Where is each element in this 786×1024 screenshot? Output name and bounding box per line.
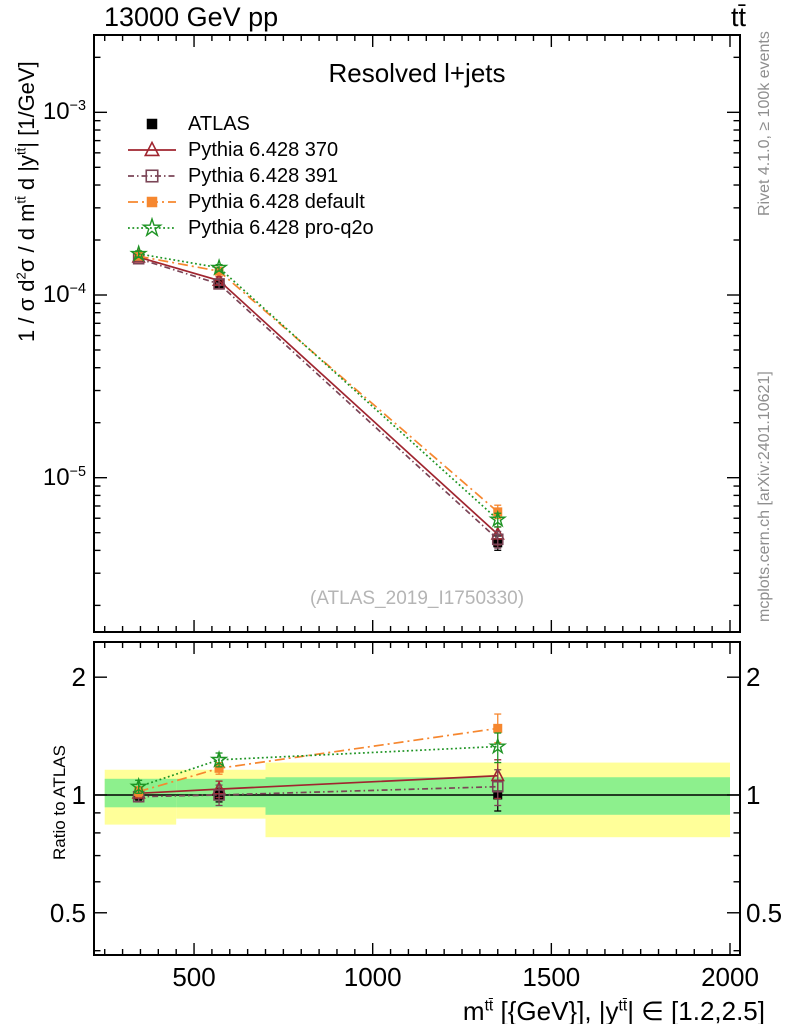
legend-marker-atlas	[146, 118, 158, 130]
legend-label: Pythia 6.428 370	[188, 138, 339, 161]
plot-inner-title: Resolved l+jets	[328, 58, 506, 88]
legend-item-pythia-391: Pythia 6.428 391	[126, 163, 374, 189]
legend-marker-pythia-default	[128, 196, 176, 208]
analysis-id-watermark: (ATLAS_2019_I1750330)	[309, 588, 525, 609]
x-axis-label: mtt̄ [{GeV}], |ytt̄| ∈ [1.2,2.5]	[462, 996, 765, 1024]
legend-label: Pythia 6.428 pro-q2o	[188, 216, 374, 239]
ratio-y-axis-tick-label-right: 0.5	[746, 897, 783, 928]
series-2	[132, 252, 504, 807]
legend-label: Pythia 6.428 391	[188, 164, 339, 187]
mcplots-arxiv-note: mcplots.cern.ch [arXiv:2401.10621]	[756, 371, 773, 622]
main-y-axis-tick-label: 10−5	[42, 463, 86, 491]
series-1	[131, 248, 505, 800]
legend: ATLAS Pythia 6.428 370 Pythia 6.428 391 …	[126, 111, 374, 241]
x-axis-tick-label: 1500	[522, 962, 581, 992]
rivet-version-note: Rivet 4.1.0, ≥ 100k events	[756, 31, 773, 216]
process-title: tt̄	[730, 2, 746, 32]
legend-label: ATLAS	[188, 112, 250, 135]
main-panel-frame	[93, 34, 741, 633]
main-y-axis-tick-label: 10−3	[42, 98, 86, 126]
main-y-axis-tick-label: 10−4	[42, 281, 86, 308]
ratio-y-axis-tick-label: 1	[71, 779, 86, 810]
legend-label: Pythia 6.428 default	[188, 190, 365, 213]
x-axis-tick-label: 2000	[701, 962, 759, 992]
legend-item-pythia-370: Pythia 6.428 370	[126, 137, 374, 163]
series-3	[134, 251, 503, 798]
x-axis-tick-label: 500	[172, 962, 216, 992]
legend-marker-pythia-370	[128, 140, 176, 157]
legend-marker-pythia-proq2o	[128, 217, 176, 238]
ratio-y-axis-tick-label: 2	[71, 662, 86, 693]
ratio-y-axis-tick-label-right: 2	[746, 662, 761, 693]
series-4	[129, 244, 508, 795]
ratio-y-axis-tick-label-right: 1	[746, 779, 761, 810]
legend-marker-pythia-391	[128, 169, 176, 183]
legend-item-atlas: ATLAS	[126, 111, 374, 137]
beam-energy-title: 13000 GeV pp	[104, 2, 279, 32]
x-axis-tick-label: 1000	[343, 962, 402, 992]
legend-item-pythia-default: Pythia 6.428 default	[126, 189, 374, 215]
series-0	[134, 253, 503, 812]
legend-item-pythia-proq2o: Pythia 6.428 pro-q2o	[126, 215, 374, 241]
ratio-panel-frame	[93, 641, 741, 956]
ratio-y-axis-tick-label: 0.5	[49, 897, 86, 928]
